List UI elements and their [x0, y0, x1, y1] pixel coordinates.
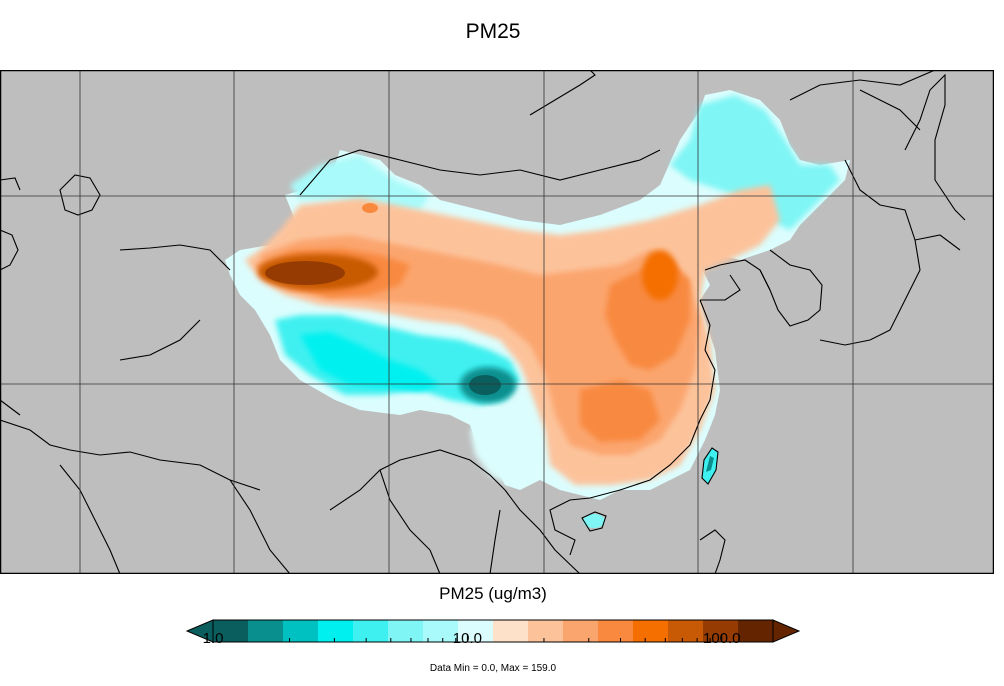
- colorbar-over-arrow: [772, 619, 801, 643]
- colorbar-swatch: [458, 620, 494, 642]
- coastlines: [0, 70, 966, 574]
- data-stats: Data Min = 0.0, Max = 159.0: [429, 663, 557, 674]
- colorbar-swatch: [318, 620, 354, 642]
- map-graticule: [0, 70, 994, 574]
- colorbar-swatch: [353, 620, 389, 642]
- colorbar-swatch: [563, 620, 599, 642]
- colorbar-frame: [212, 619, 774, 643]
- pm25-field: [225, 90, 850, 528]
- map-frame: [0, 70, 994, 574]
- colorbar-swatch: [388, 620, 424, 642]
- colorbar-swatch: [703, 620, 739, 642]
- colorbar-swatch: [633, 620, 669, 642]
- colorbar-swatch: [668, 620, 704, 642]
- colorbar-swatch: [493, 620, 529, 642]
- colorbar-swatch: [283, 620, 319, 642]
- colorbar-swatch: [598, 620, 634, 642]
- colorbar-title: PM25 (ug/m3): [439, 584, 547, 603]
- colorbar-tick-label: 10.0: [452, 630, 482, 647]
- colorbar-swatch: [423, 620, 459, 642]
- colorbar-tick-label: 100.0: [702, 630, 741, 647]
- colorbar-swatch: [213, 620, 249, 642]
- colorbar-swatch: [738, 620, 774, 642]
- colorbar-swatch: [248, 620, 284, 642]
- colorbar-tick-label: 1.0: [202, 630, 224, 647]
- colorbar: [185, 619, 801, 643]
- map-panel: [0, 70, 994, 574]
- map-title: PM25: [465, 20, 521, 43]
- colorbar-swatch: [528, 620, 564, 642]
